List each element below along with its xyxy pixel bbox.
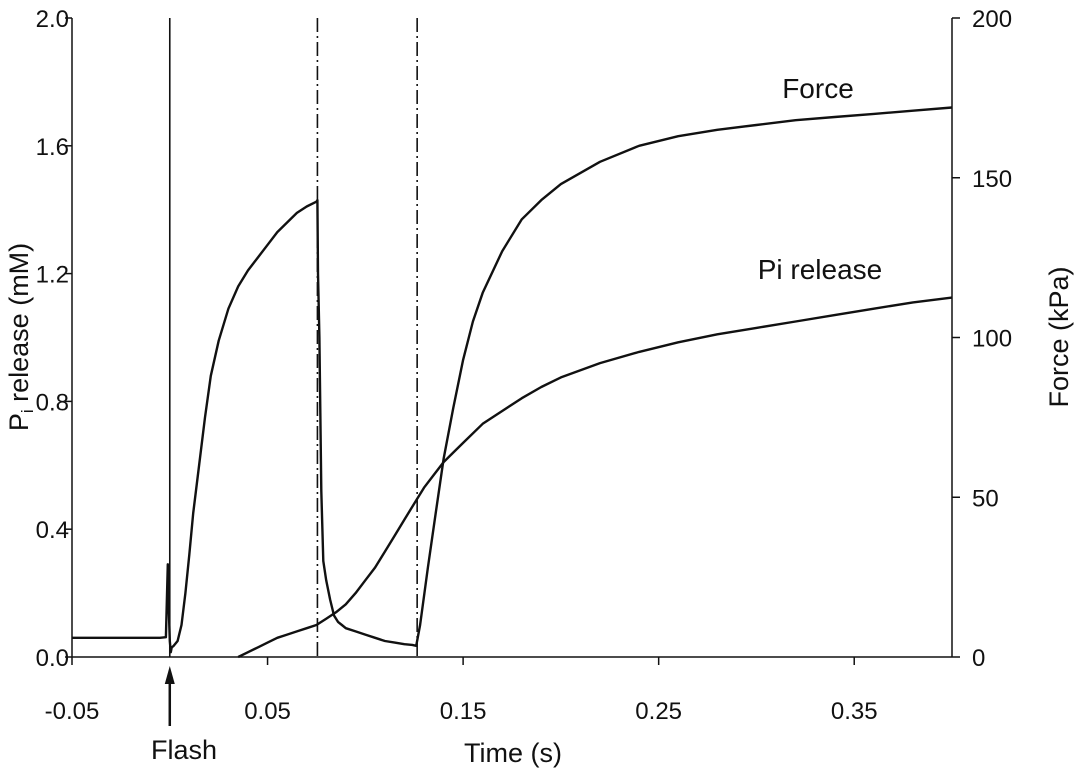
y-left-tick-label: 1.6 — [36, 134, 69, 161]
flash-label: Flash — [151, 735, 217, 765]
x-tick-label: 0.25 — [635, 698, 682, 725]
pi-release-line — [237, 296, 953, 659]
y-right-tick-label: 150 — [972, 166, 1012, 193]
y-right-tick-label: 200 — [972, 6, 1012, 33]
force-line — [72, 106, 953, 654]
y-right-tick-label: 100 — [972, 326, 1012, 353]
flash-arrow-head — [164, 666, 175, 684]
force-series-label: Force — [782, 73, 854, 104]
x-tick-label: 0.15 — [440, 698, 487, 725]
y-right-axis-title: Force (kPa) — [1044, 266, 1074, 407]
y-left-tick-label: 0.0 — [36, 645, 69, 672]
vertical-markers — [164, 18, 418, 726]
x-tick-label: -0.05 — [45, 698, 100, 725]
y-left-title-main: P — [4, 413, 34, 431]
y-left-tick-label: 2.0 — [36, 6, 69, 33]
y-left-title-sub: i — [18, 409, 37, 413]
x-tick-label: 0.35 — [831, 698, 878, 725]
y-left-tick-label: 0.4 — [36, 517, 69, 544]
x-axis-title: Time (s) — [464, 738, 562, 768]
y-left-tick-label: 0.8 — [36, 389, 69, 416]
x-tick-label: 0.05 — [244, 698, 291, 725]
y-left-tick-label: 1.2 — [36, 262, 69, 289]
tick-labels: -0.05 0.05 0.15 0.25 0.35 0.0 0.4 0.8 1.2 1.6 2.0 0… — [36, 6, 1012, 725]
pi-release-series-label: Pi release — [758, 254, 883, 285]
y-right-tick-label: 50 — [972, 485, 999, 512]
y-left-title-rest: release (mM) — [4, 243, 34, 410]
axes — [65, 17, 960, 665]
y-right-tick-label: 0 — [972, 645, 985, 672]
y-left-axis-title: Pi release (mM) — [4, 243, 37, 431]
series-lines — [72, 106, 953, 659]
